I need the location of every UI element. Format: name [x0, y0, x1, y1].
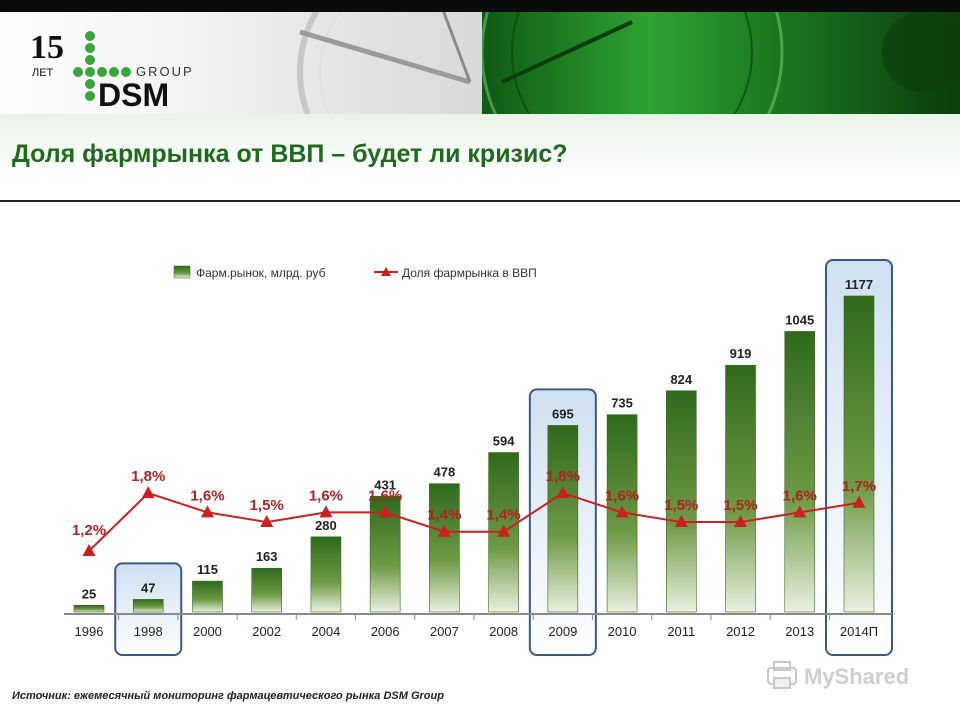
share-value-label: 1,5% — [664, 497, 698, 514]
share-point-marker — [615, 505, 629, 518]
x-tick-label: 1996 — [75, 624, 104, 639]
share-value-label: 1,6% — [309, 487, 343, 504]
share-point-marker — [674, 515, 688, 528]
bar-2013 — [784, 331, 816, 613]
share-value-label: 1,8% — [546, 468, 580, 485]
source-note: Источник: ежемесячный мониторинг фармаце… — [12, 690, 444, 702]
bar-value-label: 280 — [315, 518, 337, 533]
bar-value-label: 735 — [611, 396, 633, 411]
legend-triangle-icon — [381, 267, 391, 276]
x-tick-label: 2014П — [840, 624, 878, 639]
bar-1998 — [132, 599, 164, 613]
bar-value-label: 695 — [552, 406, 574, 421]
bar-value-label: 1045 — [785, 312, 814, 327]
share-line: 1,2% 1,8% 1,6% 1,5% 1,6% 1,6% 1,4% 1,4% 1,8% 1,6%… — [72, 468, 876, 556]
bar-2004 — [310, 536, 342, 613]
bar-value-label: 115 — [197, 562, 218, 577]
logo-name: DSM — [98, 77, 169, 112]
share-point-marker — [497, 524, 511, 537]
bar-2012 — [725, 364, 756, 613]
top-bar — [0, 0, 960, 12]
x-tick-label: 2012 — [726, 624, 755, 639]
share-point-marker — [734, 515, 748, 528]
x-tick-label: 2004 — [311, 624, 340, 639]
header-banner: 15 ЛЕТ GROUP DSM — [0, 12, 960, 114]
bars: 25 47 115 163 280 431 478 594 695 735 824 919 1045 11… — [73, 277, 875, 613]
share-point-marker — [319, 505, 333, 518]
bar-value-label: 25 — [82, 586, 96, 601]
x-tick-label: 2008 — [489, 624, 518, 639]
watermark-text: MyShared — [804, 664, 909, 689]
dsm-logo: 15 ЛЕТ GROUP DSM — [30, 29, 194, 112]
bar-value-label: 478 — [434, 465, 456, 480]
share-value-label: 1,6% — [783, 487, 817, 504]
bar-value-label: 1177 — [845, 277, 873, 292]
logo-group: GROUP — [136, 64, 194, 79]
share-point-marker — [852, 495, 866, 508]
share-point-marker — [556, 486, 570, 499]
legend-bar-swatch — [173, 265, 191, 279]
share-value-label: 1,4% — [487, 507, 521, 524]
legend-bar-label: Фарм.рынок, млрд. руб — [196, 266, 326, 280]
share-value-label: 1,6% — [605, 487, 639, 504]
share-point-marker — [141, 486, 155, 499]
bar-value-label: 431 — [374, 477, 396, 492]
legend: Фарм.рынок, млрд. руб Доля фармрынка в В… — [173, 265, 537, 280]
share-value-label: 1,5% — [250, 497, 284, 514]
x-tick-label: 2011 — [667, 624, 695, 639]
logo-dots-icon — [73, 31, 131, 101]
x-tick-label: 2002 — [252, 624, 281, 639]
share-point-marker — [437, 524, 451, 537]
green-clock-image — [480, 12, 960, 114]
banner-green-clock-image — [480, 12, 960, 114]
bar-value-label: 824 — [670, 372, 692, 387]
logo-years: ЛЕТ — [32, 67, 54, 79]
share-value-label: 1,8% — [131, 468, 165, 485]
bar-value-label: 47 — [141, 580, 155, 595]
share-point-marker — [200, 505, 214, 518]
x-tick-label: 2009 — [548, 624, 577, 639]
legend-line-label: Доля фармрынка в ВВП — [402, 266, 537, 280]
page-title: Доля фармрынка от ВВП – будет ли кризис? — [12, 140, 568, 168]
share-line-path — [88, 491, 860, 552]
bar-1996 — [73, 604, 105, 613]
x-tick-label: 1998 — [134, 624, 163, 639]
share-value-label: 1,6% — [190, 487, 224, 504]
share-point-marker — [378, 505, 392, 518]
share-value-label: 1,7% — [842, 478, 876, 495]
logo-number: 15 — [30, 29, 64, 66]
share-value-label: 1,6% — [368, 487, 402, 504]
printer-icon — [767, 661, 797, 689]
bar-2002 — [251, 567, 282, 613]
bar-2009 — [547, 425, 579, 613]
x-tick-label: 2007 — [430, 624, 459, 639]
share-value-label: 1,2% — [72, 522, 106, 539]
bar-value-label: 163 — [256, 549, 278, 564]
bar-2007 — [429, 483, 460, 613]
x-axis-ticks: 1996 1998 2000 2002 2004 2006 2007 2008 2009 2010… — [75, 614, 878, 639]
bar-value-label: 594 — [493, 434, 515, 449]
bar-2014П — [843, 295, 875, 613]
share-point-marker — [793, 505, 807, 518]
x-tick-label: 2010 — [608, 624, 637, 639]
title-divider — [0, 200, 960, 202]
bar-value-label: 919 — [730, 346, 752, 361]
share-value-label: 1,5% — [723, 497, 757, 514]
x-tick-label: 2006 — [371, 624, 400, 639]
x-tick-label: 2013 — [785, 624, 814, 639]
bar-2011 — [665, 390, 697, 613]
share-point-marker — [260, 515, 274, 528]
share-value-label: 1,4% — [427, 507, 461, 524]
bar-2000 — [192, 580, 223, 613]
x-tick-label: 2000 — [193, 624, 222, 639]
myshared-watermark: MyShared — [767, 661, 909, 689]
share-point-marker — [82, 544, 96, 556]
title-band — [0, 114, 960, 200]
